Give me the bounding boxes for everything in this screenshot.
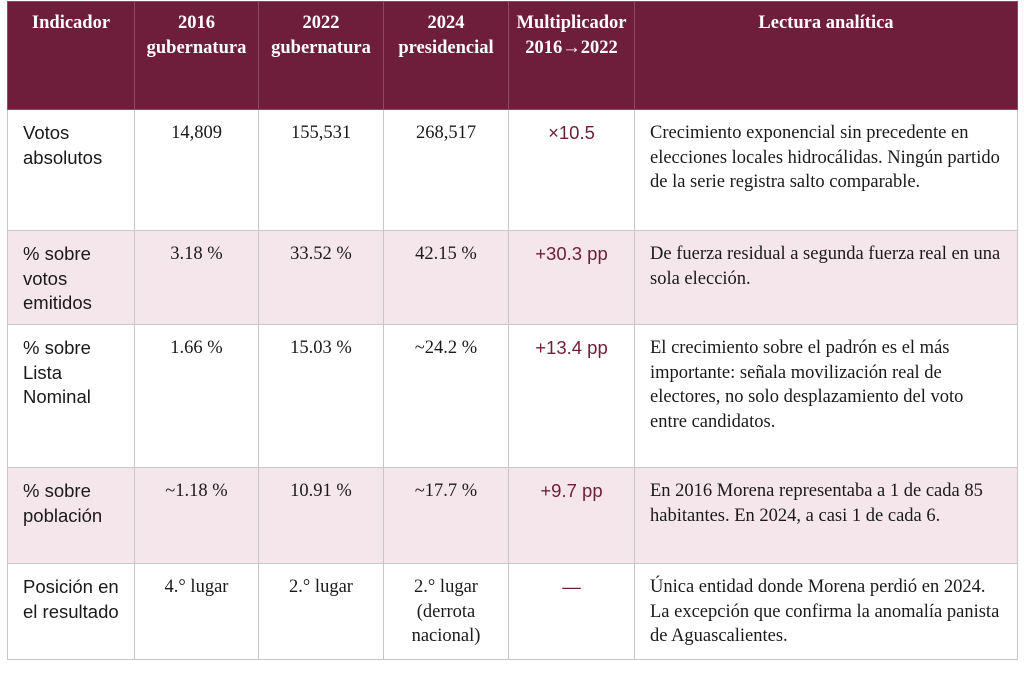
cell-reading: En 2016 Morena representaba a 1 de cada … bbox=[634, 467, 1018, 564]
cell-2024: ~24.2 % bbox=[383, 324, 509, 468]
cell-2022: 15.03 % bbox=[258, 324, 384, 468]
table-row: % sobre población ~1.18 % 10.91 % ~17.7 … bbox=[7, 467, 1018, 564]
cell-2024: 42.15 % bbox=[383, 230, 509, 325]
row-indicator: % sobre Lista Nominal bbox=[7, 324, 135, 468]
cell-2016: 4.° lugar bbox=[134, 563, 259, 660]
header-indicador: Indicador bbox=[7, 1, 135, 110]
morena-indicators-table: Indicador 2016 gubernatura 2022 gubernat… bbox=[7, 1, 1018, 660]
cell-2024: 2.° lugar (derrota nacional) bbox=[383, 563, 509, 660]
cell-reading: El crecimiento sobre el padrón es el más… bbox=[634, 324, 1018, 468]
cell-reading: De fuerza residual a segunda fuerza real… bbox=[634, 230, 1018, 325]
cell-reading: Crecimiento exponencial sin precedente e… bbox=[634, 109, 1018, 231]
table-row: Posición en el resultado 4.° lugar 2.° l… bbox=[7, 563, 1018, 660]
header-row: Indicador 2016 gubernatura 2022 gubernat… bbox=[7, 1, 1018, 110]
header-multiplicador: Multiplicador 2016→2022 bbox=[508, 1, 635, 110]
cell-multiplier: — bbox=[508, 563, 635, 660]
cell-2016: 1.66 % bbox=[134, 324, 259, 468]
header-2022: 2022 gubernatura bbox=[258, 1, 384, 110]
cell-multiplier: +13.4 pp bbox=[508, 324, 635, 468]
cell-2016: 14,809 bbox=[134, 109, 259, 231]
row-indicator: % sobre votos emitidos bbox=[7, 230, 135, 325]
header-2024: 2024 presidencial bbox=[383, 1, 509, 110]
header-lectura: Lectura analítica bbox=[634, 1, 1018, 110]
row-indicator: Posición en el resultado bbox=[7, 563, 135, 660]
cell-2022: 33.52 % bbox=[258, 230, 384, 325]
cell-reading: Única entidad donde Morena perdió en 202… bbox=[634, 563, 1018, 660]
cell-2024: ~17.7 % bbox=[383, 467, 509, 564]
table-row: Votos absolutos 14,809 155,531 268,517 ×… bbox=[7, 109, 1018, 231]
cell-2022: 2.° lugar bbox=[258, 563, 384, 660]
header-2016: 2016 gubernatura bbox=[134, 1, 259, 110]
table-row: % sobre Lista Nominal 1.66 % 15.03 % ~24… bbox=[7, 324, 1018, 468]
row-indicator: % sobre población bbox=[7, 467, 135, 564]
table-row: % sobre votos emitidos 3.18 % 33.52 % 42… bbox=[7, 230, 1018, 325]
cell-2022: 10.91 % bbox=[258, 467, 384, 564]
cell-multiplier: +30.3 pp bbox=[508, 230, 635, 325]
cell-2016: ~1.18 % bbox=[134, 467, 259, 564]
cell-multiplier: ×10.5 bbox=[508, 109, 635, 231]
cell-2016: 3.18 % bbox=[134, 230, 259, 325]
cell-multiplier: +9.7 pp bbox=[508, 467, 635, 564]
row-indicator: Votos absolutos bbox=[7, 109, 135, 231]
cell-2024: 268,517 bbox=[383, 109, 509, 231]
cell-2022: 155,531 bbox=[258, 109, 384, 231]
